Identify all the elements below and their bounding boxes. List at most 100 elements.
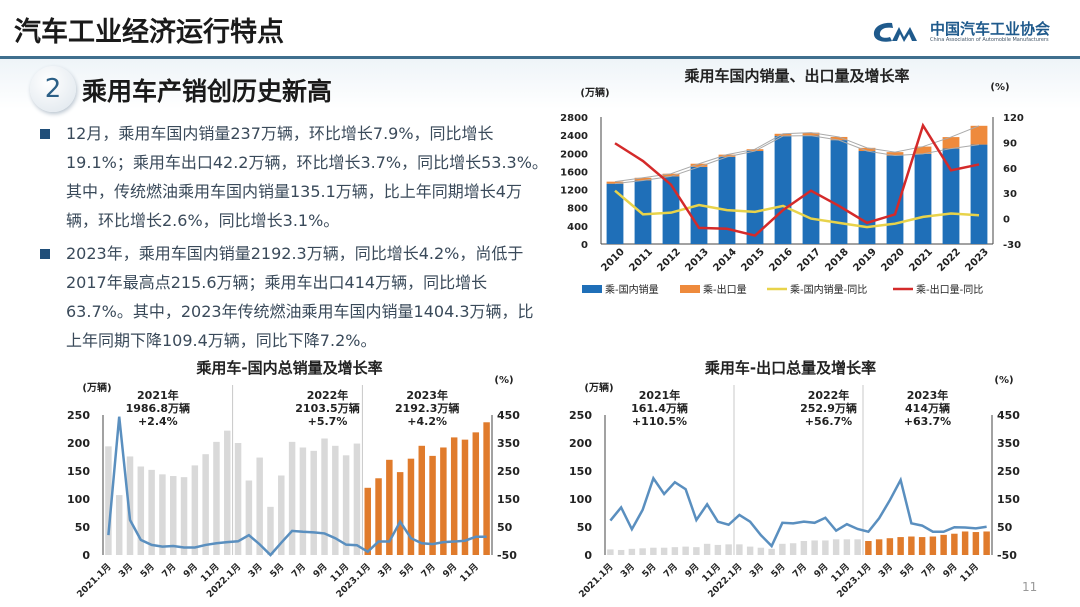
annotation-growth: +2.4% xyxy=(138,415,178,428)
bar-export xyxy=(914,146,932,154)
legend-label: 乘-出口量 xyxy=(703,283,747,296)
bar-export xyxy=(662,173,680,177)
x-tick-label: 7月 xyxy=(419,561,438,580)
x-tick-label: 2023 xyxy=(963,246,990,273)
bar-export xyxy=(802,132,820,136)
x-tick-label: 3月 xyxy=(376,561,395,580)
bar-export xyxy=(970,125,988,145)
header-divider xyxy=(0,56,1080,59)
x-tick-label: 5月 xyxy=(398,561,417,580)
bar-month xyxy=(725,544,732,555)
x-tick-label: 3月 xyxy=(747,561,766,580)
legend-label: 乘-国内销量-同比 xyxy=(790,283,867,296)
x-tick-label: 2017 xyxy=(795,246,822,273)
x-tick-label: 2021.1月 xyxy=(577,561,616,600)
bar-month xyxy=(628,548,636,555)
annotation-year: 2021年 xyxy=(137,388,179,402)
section-number: 2 xyxy=(30,66,76,112)
y2-tick-label: 250 xyxy=(997,465,1020,478)
slide-title: 汽车工业经济运行特点 xyxy=(14,17,284,48)
x-tick-label: 5月 xyxy=(898,561,917,580)
x-tick-label: 2020 xyxy=(879,246,906,273)
y2-tick-label: 150 xyxy=(997,493,1020,506)
y2-tick-label: 30 xyxy=(1003,189,1017,200)
legend-label: 乘-出口量-同比 xyxy=(916,283,983,296)
bar-export xyxy=(606,181,624,184)
bar-domestic xyxy=(970,144,988,244)
bar-month xyxy=(693,547,700,555)
x-tick-label: 9月 xyxy=(812,561,831,580)
annotation-year: 2021年 xyxy=(639,388,681,402)
y-tick-label: 0 xyxy=(581,240,588,251)
bar-month xyxy=(972,532,980,555)
bar-month xyxy=(429,455,436,555)
annotation-year: 2023年 xyxy=(907,388,949,402)
bar-month xyxy=(234,443,242,555)
annotation-growth: +56.7% xyxy=(805,415,852,428)
bar-month xyxy=(105,446,112,555)
x-tick-label: 7月 xyxy=(919,561,938,580)
y2-tick-label: 150 xyxy=(497,493,520,506)
bar-month xyxy=(940,534,947,555)
x-tick-label: 2010 xyxy=(599,246,626,273)
y-tick-label: 1600 xyxy=(560,167,588,178)
x-tick-label: 7月 xyxy=(160,561,179,580)
bar-month xyxy=(245,480,253,555)
y2-tick-label: 450 xyxy=(497,409,520,422)
bar-export xyxy=(634,177,652,181)
y-axis-unit: (万辆) xyxy=(584,381,613,394)
bar-month xyxy=(310,450,317,555)
bar-month xyxy=(768,548,775,555)
bar-domestic xyxy=(746,151,764,244)
x-tick-label: 2019 xyxy=(851,246,878,273)
y2-tick-label: 250 xyxy=(497,465,520,478)
x-tick-label: 2016 xyxy=(767,246,794,273)
annotation-year: 2022年 xyxy=(307,388,349,402)
x-tick-label: 7月 xyxy=(289,561,308,580)
x-tick-label: 9月 xyxy=(683,561,702,580)
y2-tick-label: 120 xyxy=(1003,113,1024,124)
y-tick-label: 50 xyxy=(577,521,593,534)
bar-month xyxy=(213,441,220,555)
bar-month xyxy=(746,546,754,555)
bar-month xyxy=(714,544,722,555)
bar-domestic xyxy=(634,180,652,244)
bar-month xyxy=(757,547,765,555)
section-title: 乘用车产销创历史新高 xyxy=(82,77,333,106)
annotation-year: 2023年 xyxy=(406,388,448,402)
bar-month xyxy=(342,455,350,555)
page-number: 11 xyxy=(1022,580,1038,594)
bar-month xyxy=(617,549,625,555)
bar-domestic xyxy=(942,148,960,244)
y2-tick-label: 60 xyxy=(1003,164,1017,175)
bar-month xyxy=(418,445,426,555)
bar-month xyxy=(396,472,404,555)
bar-month xyxy=(875,539,883,555)
bar-month xyxy=(951,533,958,555)
growth-line xyxy=(609,475,987,549)
annotation-total: 2192.3万辆 xyxy=(395,401,459,415)
y2-tick-label: 0 xyxy=(1003,215,1010,226)
bar-month xyxy=(126,456,134,555)
annotation-total: 2103.5万辆 xyxy=(295,401,359,415)
y2-tick-label: 50 xyxy=(497,521,513,534)
y2-tick-label: 450 xyxy=(997,409,1020,422)
header-band xyxy=(0,59,1080,109)
bar-month xyxy=(180,477,188,555)
bar-month xyxy=(854,539,861,555)
bar-month xyxy=(886,538,894,555)
y2-axis-unit: (%) xyxy=(994,375,1013,386)
y-tick-label: 250 xyxy=(67,409,90,422)
annotation-total: 414万辆 xyxy=(905,401,950,415)
bar-month xyxy=(843,539,851,555)
x-tick-label: 2022 xyxy=(935,246,962,273)
bar-month xyxy=(332,445,339,555)
bar-month xyxy=(703,543,711,555)
bar-month xyxy=(278,475,285,555)
bar-month xyxy=(353,443,361,555)
bar-month xyxy=(299,447,307,555)
bullet-square-icon xyxy=(40,249,50,259)
bar-month xyxy=(461,439,469,555)
legend-label: 乘-国内销量 xyxy=(605,283,659,296)
y2-tick-label: -50 xyxy=(997,549,1017,562)
